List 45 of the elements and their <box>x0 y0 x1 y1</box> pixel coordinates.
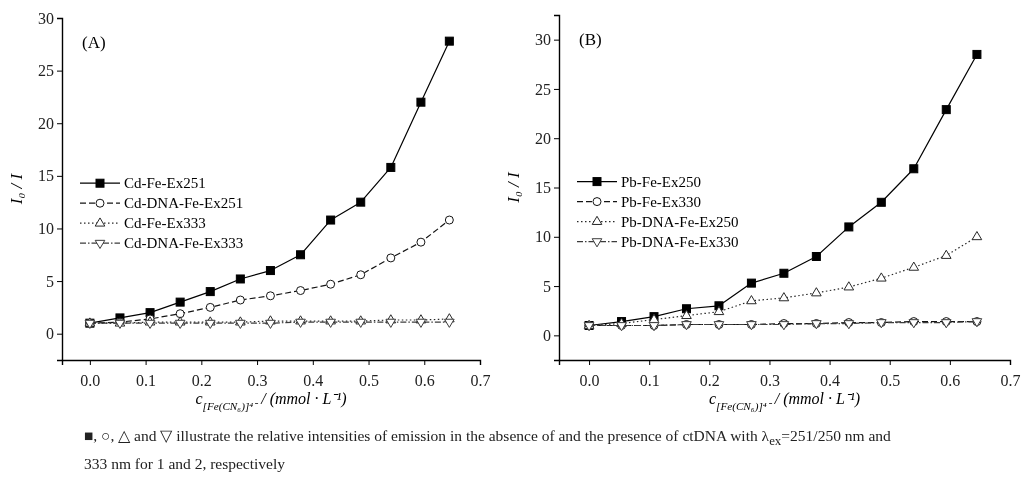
x-tick-label: 0.1 <box>136 371 157 389</box>
y-tick-label: 10 <box>38 220 54 238</box>
y-tick-label: 5 <box>543 277 551 295</box>
x-tick-label: 0.5 <box>359 371 380 389</box>
x-tick-label: 0.6 <box>940 371 961 389</box>
legend-label: Pb-Fe-Ex330 <box>621 193 701 210</box>
y-tick-label: 25 <box>38 62 54 80</box>
x-tick-label: 0.3 <box>759 371 780 389</box>
x-tick-label: 0.7 <box>470 371 491 389</box>
y-tick-label: 25 <box>535 80 551 98</box>
x-tick-label: 0.4 <box>303 371 324 389</box>
legend-label: Pb-DNA-Fe-Ex330 <box>621 233 739 250</box>
x-tick-label: 0.1 <box>639 371 660 389</box>
x-tick-label: 0.5 <box>880 371 901 389</box>
legend-label: Cd-DNA-Fe-Ex251 <box>124 195 244 212</box>
y-tick-label: 30 <box>38 9 54 27</box>
y-axis-title: I₀ / I <box>504 170 523 204</box>
x-axis-title: c$_{[Fe(CN₆)]⁴⁻}$ / (mmol · L⁻¹) <box>195 390 347 413</box>
x-tick-label: 0.2 <box>191 371 212 389</box>
legend-label: Cd-Fe-Ex251 <box>124 175 206 192</box>
y-tick-label: 30 <box>535 31 551 49</box>
text: ■, ○, △ and ▽ illustrate the relative intensities of emission in the absence of and the presence of ctDNA with λ$_{ex}$=251/250 nm and 333 nm for 1 and 2, respectively <box>84 427 891 473</box>
y-tick-label: 0 <box>543 326 551 344</box>
legend-label: Cd-DNA-Fe-Ex333 <box>124 235 244 252</box>
y-axis-title: I₀ / I <box>7 172 26 206</box>
y-tick-label: 15 <box>535 179 551 197</box>
x-tick-label: 0.4 <box>820 371 841 389</box>
x-tick-label: 0.2 <box>699 371 720 389</box>
x-tick-label: 0.6 <box>414 371 435 389</box>
legend-label: Pb-Fe-Ex250 <box>621 173 701 190</box>
legend-label: Pb-DNA-Fe-Ex250 <box>621 213 739 230</box>
y-tick-label: 10 <box>535 228 551 246</box>
text: (B) <box>579 30 602 49</box>
x-tick-label: 0.7 <box>1000 371 1021 389</box>
y-tick-label: 20 <box>38 114 54 132</box>
y-tick-label: 15 <box>38 167 54 185</box>
legend-label: Cd-Fe-Ex333 <box>124 215 206 232</box>
y-tick-label: 0 <box>46 325 54 343</box>
y-tick-label: 5 <box>46 272 54 290</box>
x-tick-label: 0.0 <box>579 371 600 389</box>
x-tick-label: 0.3 <box>247 371 268 389</box>
y-tick-label: 20 <box>535 129 551 147</box>
x-tick-label: 0.0 <box>80 371 101 389</box>
text: (A) <box>82 33 106 52</box>
x-axis-title: c$_{[Fe(CN₆)]⁴⁻}$ / (mmol · L⁻¹) <box>708 390 861 413</box>
